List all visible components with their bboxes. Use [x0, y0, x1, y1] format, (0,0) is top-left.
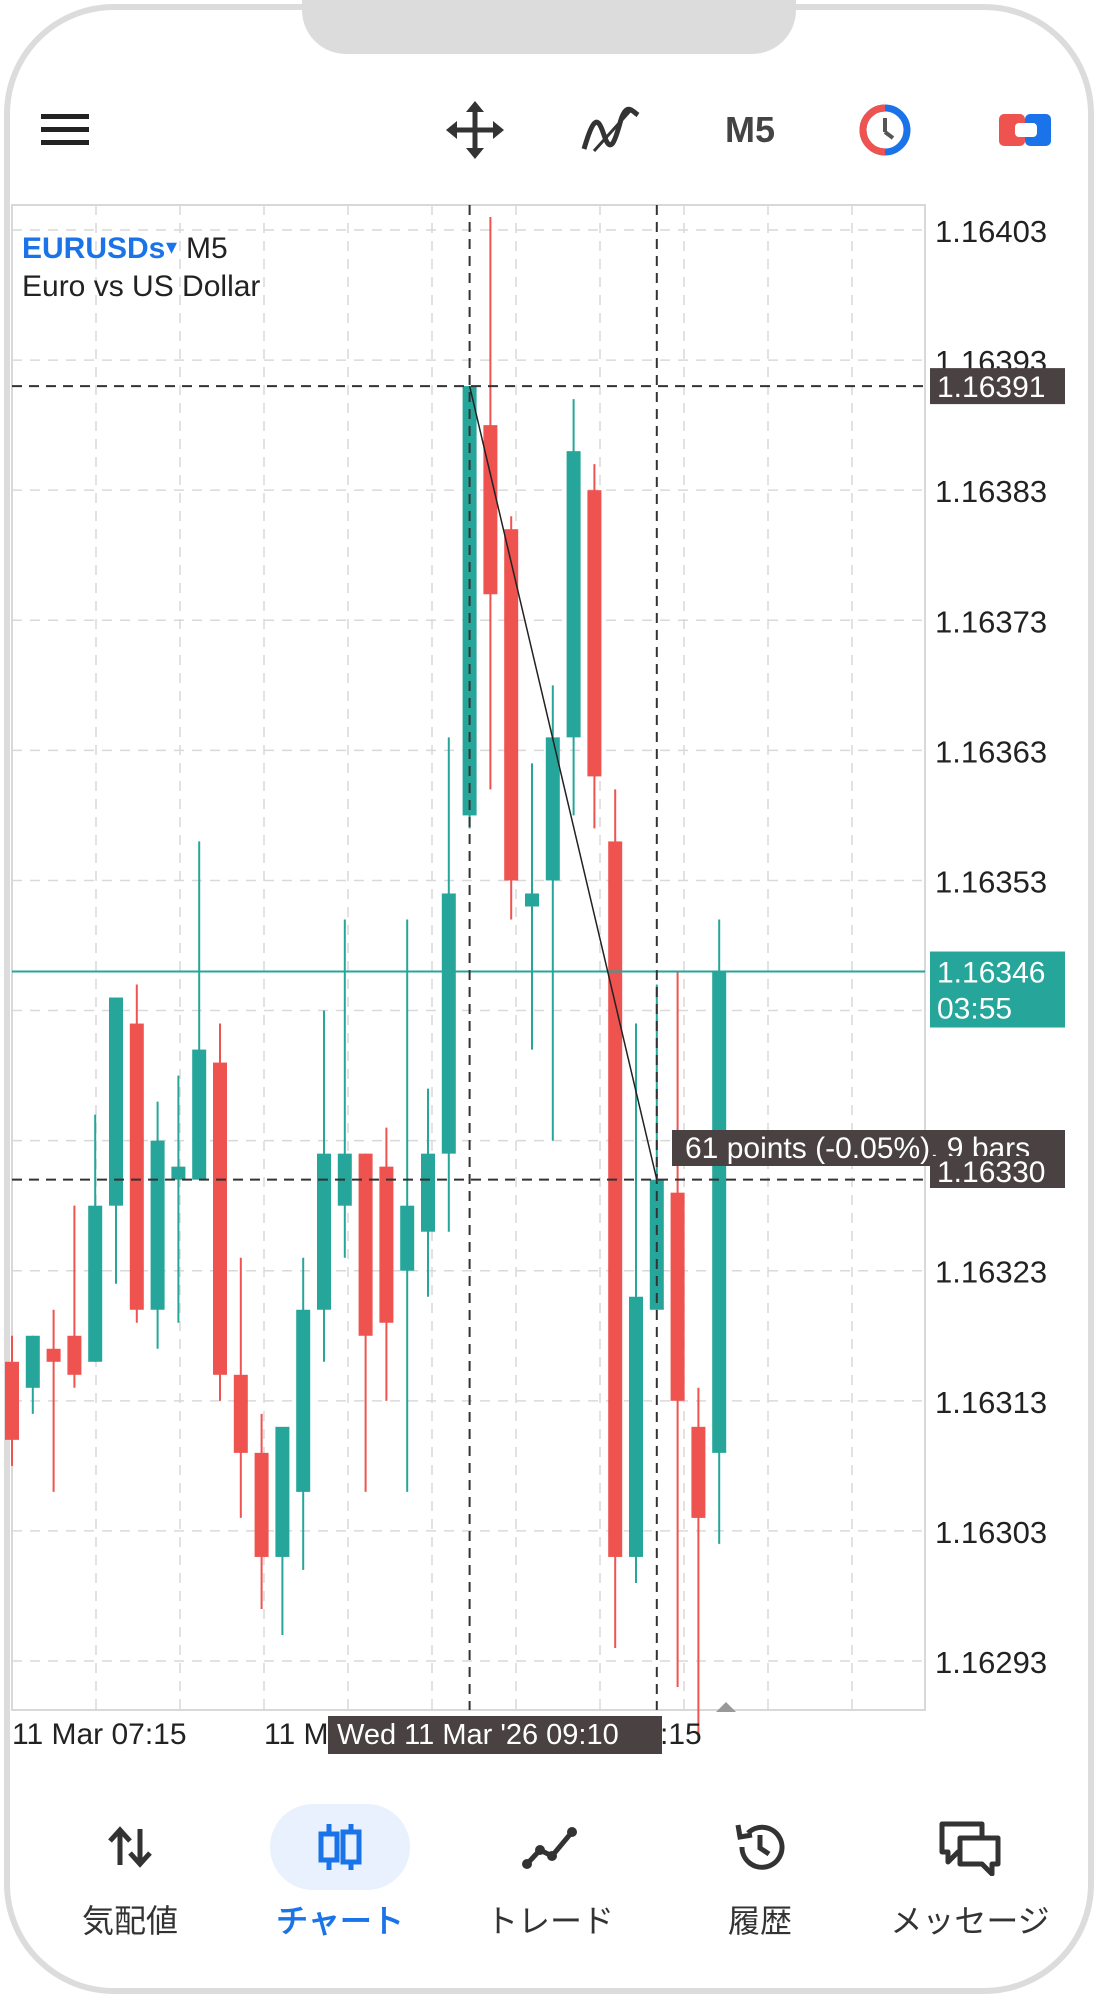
bearish-candle	[483, 425, 498, 595]
bearish-candle	[379, 1166, 394, 1323]
nav-label-messages: メッセージ	[890, 1903, 1050, 1939]
bullish-candle	[712, 971, 727, 1453]
measure-line	[468, 385, 658, 1180]
bullish-candle	[441, 893, 456, 1154]
crosshair-move-icon[interactable]	[440, 80, 510, 180]
bullish-candle	[192, 1049, 207, 1180]
bullish-candle	[88, 1205, 103, 1362]
time-axis-label: :15	[660, 1718, 702, 1751]
top-toolbar: M5	[0, 80, 1100, 180]
crosshair-low-price: 1.16330	[937, 1156, 1045, 1189]
bearish-candle	[5, 1361, 19, 1440]
hamburger-icon[interactable]	[30, 80, 100, 180]
price-axis-label: 1.16313	[935, 1385, 1047, 1420]
bearish-candle	[670, 1192, 685, 1401]
symbol-dropdown-icon: ▾	[166, 235, 177, 260]
price-axis-label: 1.16303	[935, 1515, 1047, 1550]
time-axis-label: 11 Mar 07:15	[12, 1718, 187, 1751]
bullish-candle	[545, 737, 560, 881]
indicators-icon[interactable]	[575, 80, 645, 180]
one-click-trading-icon[interactable]	[990, 80, 1060, 180]
bearish-candle	[213, 1062, 227, 1375]
bullish-candle	[317, 1153, 331, 1310]
bullish-candle	[525, 893, 539, 907]
bullish-candle	[171, 1166, 186, 1180]
bearish-candle	[504, 529, 519, 881]
crosshair-high-price-tag	[930, 368, 1065, 405]
bullish-candle	[296, 1309, 311, 1492]
price-axis-label: 1.16293	[935, 1645, 1047, 1680]
bearish-candle	[129, 1023, 144, 1310]
crosshair-high-price: 1.16391	[937, 371, 1045, 404]
bearish-candle	[691, 1426, 706, 1518]
symbol-name: EURUSDs	[22, 232, 165, 265]
crosshair-low-price-tag	[930, 1156, 1065, 1188]
nav-item-trade[interactable]: トレード	[450, 1780, 650, 1950]
bearish-candle	[254, 1452, 269, 1557]
price-axis-label: 1.16403	[935, 214, 1047, 249]
nav-item-history[interactable]: 履歴	[660, 1780, 860, 1950]
nav-label-chart: チャート	[276, 1903, 404, 1939]
price-axis-label: 1.16363	[935, 734, 1047, 769]
trade-line-icon	[522, 1827, 577, 1869]
bullish-candle	[629, 1296, 643, 1557]
nav-label-quotes: 気配値	[81, 1903, 178, 1939]
bullish-candle	[25, 1335, 40, 1388]
bullish-candle	[109, 997, 123, 1206]
bearish-candle	[608, 841, 623, 1557]
timeframe-label: M5	[724, 109, 775, 150]
bullish-candle	[275, 1426, 290, 1557]
crosshair-time: Wed 11 Mar '26 09:10	[337, 1719, 619, 1751]
current-price-value: 1.16346	[937, 957, 1045, 990]
crosshair-time-tag	[328, 1716, 662, 1754]
chart-candles-icon	[318, 1824, 362, 1870]
bullish-candle	[150, 1140, 165, 1310]
bearish-candle	[46, 1348, 61, 1362]
trade-history-toggle-icon[interactable]	[850, 80, 920, 180]
nav-label-history: 履歴	[727, 1903, 792, 1939]
price-axis-label: 1.16323	[935, 1255, 1047, 1290]
time-axis-label: 11 M	[264, 1718, 328, 1751]
history-clock-icon	[735, 1824, 785, 1870]
bottom-navigation: 気配値 チャート トレード 履歴 メッセージ	[0, 1780, 1100, 1950]
device-notch	[302, 0, 796, 54]
bearish-candle	[358, 1153, 373, 1336]
bearish-candle	[587, 490, 602, 777]
quotes-arrows-icon	[108, 1826, 152, 1868]
symbol-description: Euro vs US Dollar	[22, 270, 260, 303]
bullish-candle	[400, 1205, 415, 1271]
nav-item-quotes[interactable]: 気配値	[30, 1780, 230, 1950]
price-chart[interactable]: 1.164031.163931.163831.163731.163631.163…	[0, 0, 1100, 1780]
scroll-marker-icon	[716, 1702, 736, 1712]
nav-item-chart[interactable]: チャート	[240, 1780, 440, 1950]
bullish-candle	[566, 451, 581, 738]
nav-label-trade: トレード	[485, 1903, 614, 1939]
messages-icon	[939, 1821, 1001, 1876]
timeframe-button[interactable]: M5	[710, 80, 790, 180]
current-price-tag	[930, 951, 1065, 1028]
bar-countdown: 03:55	[937, 993, 1012, 1026]
bearish-candle	[233, 1374, 248, 1453]
price-axis-label: 1.16373	[935, 604, 1047, 639]
chart-timeframe: M5	[186, 232, 228, 265]
bearish-candle	[67, 1335, 82, 1375]
nav-item-messages[interactable]: メッセージ	[870, 1780, 1070, 1950]
price-axis-label: 1.16383	[935, 474, 1047, 509]
price-axis-label: 1.16353	[935, 864, 1047, 899]
bullish-candle	[421, 1153, 435, 1232]
